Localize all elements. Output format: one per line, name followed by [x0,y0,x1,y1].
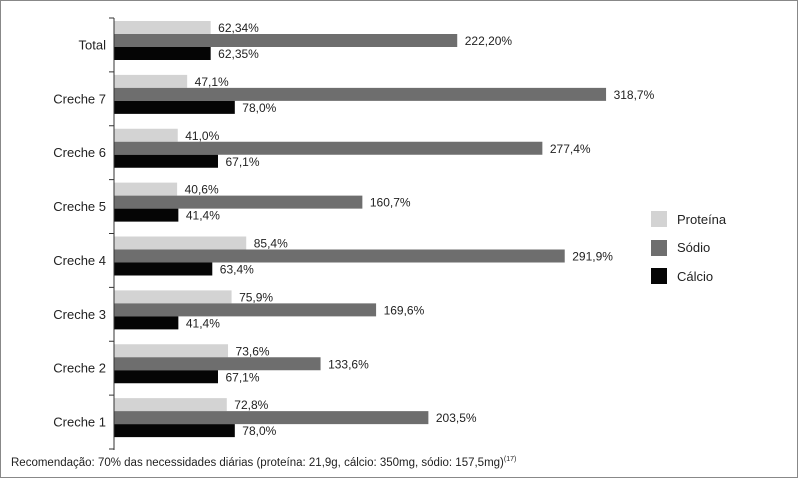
bar-calcio-creche-5 [114,208,179,222]
data-label-proteina-creche-4: 85,4% [254,237,288,251]
category-label-creche-2: Creche 2 [53,361,106,376]
bar-sodio-creche-3 [114,303,377,317]
data-label-proteina-creche-2: 73,6% [236,344,270,358]
bar-calcio-creche-1 [114,424,235,438]
bar-calcio-creche-7 [114,100,235,114]
bar-calcio-creche-6 [114,154,218,168]
footnote-text: Recomendação: 70% das necessidades diári… [11,457,504,469]
legend-swatch-proteina [651,211,667,228]
data-label-calcio-creche-5: 41,4% [186,209,220,223]
data-label-calcio-creche-2: 67,1% [225,370,259,384]
data-label-sodio-creche-6: 277,4% [550,142,591,156]
bar-calcio-creche-3 [114,316,179,330]
data-label-proteina-creche-5: 40,6% [185,183,219,197]
legend-item-sodio: Sódio [651,234,726,263]
data-label-sodio-total: 222,20% [465,34,513,48]
data-label-sodio-creche-4: 291,9% [572,250,613,264]
bar-sodio-creche-1 [114,411,429,425]
category-label-creche-6: Creche 6 [53,145,106,160]
bar-sodio-total [114,34,458,47]
legend-label-calcio: Cálcio [677,268,714,284]
bar-sodio-creche-5 [114,195,363,209]
data-label-calcio-creche-6: 67,1% [225,155,259,169]
data-label-calcio-creche-1: 78,0% [242,424,276,438]
bar-proteina-creche-4 [114,236,247,250]
bar-proteina-creche-5 [114,182,178,196]
data-label-proteina-creche-1: 72,8% [234,398,268,412]
bar-proteina-creche-3 [114,290,232,304]
bar-proteina-creche-2 [114,344,229,358]
bar-proteina-creche-1 [114,398,227,412]
data-label-sodio-creche-1: 203,5% [436,411,477,425]
category-label-total: Total [79,37,107,52]
data-label-sodio-creche-3: 169,6% [384,303,425,317]
bar-proteina-creche-7 [114,74,188,88]
bar-proteina-creche-6 [114,128,178,142]
legend-label-proteina: Proteína [677,211,727,227]
category-label-creche-1: Creche 1 [53,415,106,430]
footnote: Recomendação: 70% das necessidades diári… [11,456,516,469]
legend-item-proteina: Proteína [651,205,726,234]
bar-calcio-creche-2 [114,370,218,384]
data-label-calcio-creche-3: 41,4% [186,316,220,330]
legend-swatch-sodio [651,239,667,256]
category-label-creche-4: Creche 4 [53,253,106,268]
data-label-calcio-total: 62,35% [218,47,259,61]
legend: Proteína Sódio Cálcio [651,205,726,291]
data-label-proteina-total: 62,34% [218,21,259,35]
category-label-creche-3: Creche 3 [53,307,106,322]
bar-sodio-creche-2 [114,357,321,371]
data-label-proteina-creche-6: 41,0% [185,129,219,143]
data-label-proteina-creche-7: 47,1% [195,75,229,89]
footnote-reference: (17) [503,456,517,463]
bar-proteina-total [114,21,211,34]
bar-sodio-creche-6 [114,141,543,155]
data-label-proteina-creche-3: 75,9% [239,290,273,304]
data-label-sodio-creche-2: 133,6% [328,357,369,371]
data-label-sodio-creche-7: 318,7% [614,88,655,102]
legend-label-sodio: Sódio [677,240,711,256]
bar-calcio-creche-4 [114,262,213,276]
data-label-calcio-creche-7: 78,0% [242,101,276,115]
data-label-sodio-creche-5: 160,7% [370,196,411,210]
bar-sodio-creche-4 [114,249,565,263]
bar-sodio-creche-7 [114,87,607,101]
category-label-creche-7: Creche 7 [53,91,106,106]
bar-calcio-total [114,47,211,60]
data-label-calcio-creche-4: 63,4% [220,263,254,277]
legend-item-calcio: Cálcio [651,262,726,291]
legend-swatch-calcio [651,268,667,285]
category-label-creche-5: Creche 5 [53,199,106,214]
